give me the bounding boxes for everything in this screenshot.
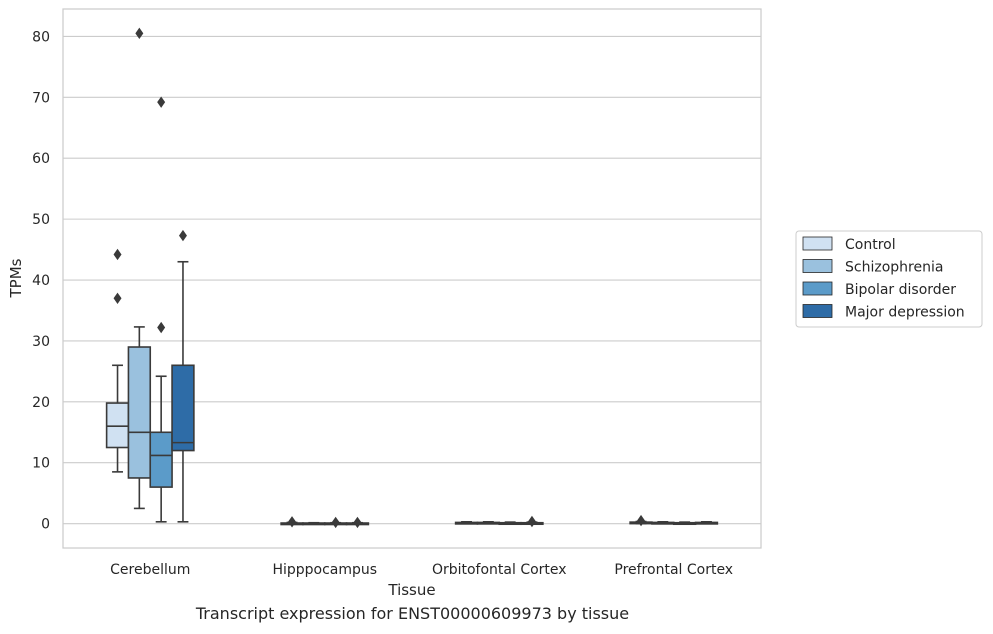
outlier-point [157, 321, 166, 334]
box-schizophrenia-3 [651, 521, 675, 525]
outlier-point [353, 516, 362, 529]
box-bipolar-disorder-1 [323, 516, 348, 529]
box-iqr [149, 431, 173, 488]
y-tick-label: 20 [32, 395, 50, 411]
box-major-depression-2 [520, 515, 544, 528]
box-schizophrenia-2 [476, 521, 501, 525]
y-tick-label: 70 [32, 90, 50, 106]
plot-area-frame [62, 8, 762, 549]
x-tick-label: Hipppocampus [272, 562, 377, 578]
outlier-point [135, 27, 144, 40]
legend-label: Control [845, 237, 896, 253]
y-axis-ticks: 0 10 20 30 40 50 60 70 80 [32, 29, 50, 532]
outlier-point [178, 229, 187, 242]
outlier-point [527, 515, 536, 528]
y-tick-label: 50 [32, 212, 50, 228]
box-bipolar-disorder-0 [149, 96, 173, 523]
outlier-point [637, 514, 646, 527]
box-control-0 [105, 248, 130, 473]
box-control-1 [280, 516, 304, 528]
legend-swatch [802, 259, 833, 273]
box-iqr [127, 346, 152, 479]
outlier-point [113, 292, 122, 304]
legend-items: Control Schizophrenia Bipolar disorder Majo… [802, 236, 965, 321]
y-tick-label: 10 [32, 456, 50, 472]
outlier-point [157, 96, 166, 108]
box-bipolar-disorder-2 [498, 521, 522, 526]
box-major-depression-0 [171, 229, 195, 523]
y-tick-label: 30 [32, 334, 50, 350]
legend: Control Schizophrenia Bipolar disorder Majo… [795, 230, 983, 328]
y-tick-label: 40 [32, 273, 50, 289]
box-major-depression-1 [345, 516, 370, 529]
box-control-2 [454, 521, 479, 525]
y-tick-label: 60 [32, 151, 50, 167]
legend-label: Major depression [845, 305, 965, 321]
legend-swatch [802, 304, 833, 318]
x-tick-label: Cerebellum [110, 562, 190, 578]
legend-frame [795, 230, 983, 328]
legend-label: Schizophrenia [845, 260, 943, 276]
x-tick-label: Orbitofontal Cortex [432, 562, 567, 578]
outlier-point [113, 248, 122, 261]
box-plot-chart: 0 10 20 30 40 50 60 70 80 Cerebellum Hipppocampus… [7, 8, 983, 599]
box-major-depression-3 [694, 521, 719, 525]
box-schizophrenia-1 [302, 521, 326, 526]
box-schizophrenia-0 [127, 27, 152, 510]
box-control-3 [629, 514, 653, 527]
x-tick-label: Prefrontal Cortex [614, 562, 733, 578]
box-iqr [105, 402, 130, 449]
x-axis-label: Tissue [387, 581, 435, 599]
figure-caption: Transcript expression for ENST0000060997… [195, 604, 630, 623]
legend-swatch [802, 236, 833, 251]
legend-label: Bipolar disorder [845, 282, 956, 298]
box-series [105, 27, 719, 529]
x-axis-ticks: Cerebellum Hipppocampus Orbitofontal Corte… [110, 562, 733, 578]
y-tick-label: 80 [32, 29, 50, 45]
legend-swatch [802, 281, 833, 296]
outlier-point [331, 516, 340, 529]
outlier-point [288, 516, 297, 528]
box-iqr [171, 364, 195, 452]
y-axis-label: TPMs [7, 258, 25, 298]
box-bipolar-disorder-3 [672, 521, 697, 526]
y-tick-label: 0 [41, 517, 50, 533]
